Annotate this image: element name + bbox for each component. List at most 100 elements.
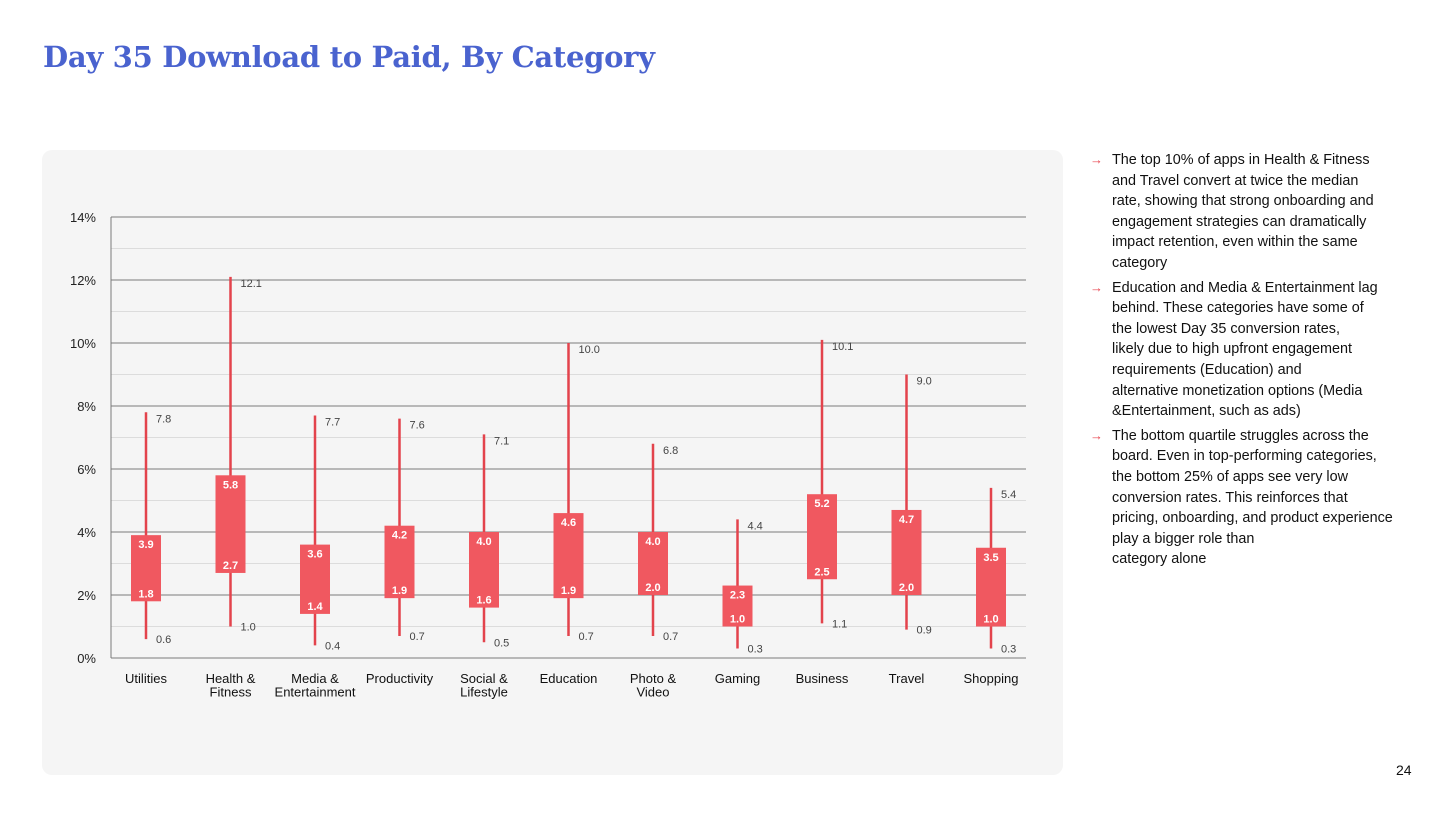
- box-rect: [722, 585, 753, 627]
- x-category-label: Travel: [889, 671, 925, 686]
- min-value-label: 0.4: [325, 640, 340, 652]
- x-category-label: Media &: [291, 671, 339, 686]
- insight-item: → Education and Media & Entertainment lag…: [1090, 278, 1425, 422]
- lower-quartile-label: 1.6: [476, 595, 491, 607]
- insight-text-line: requirements (Education) and: [1112, 361, 1302, 378]
- y-tick-label: 4%: [77, 525, 96, 540]
- lower-quartile-label: 2.7: [223, 560, 238, 572]
- upper-quartile-label: 4.6: [561, 517, 576, 529]
- min-value-label: 0.3: [1001, 644, 1016, 656]
- upper-quartile-label: 3.5: [983, 552, 998, 564]
- lower-quartile-label: 2.5: [814, 566, 829, 578]
- lower-quartile-label: 1.9: [392, 585, 407, 597]
- lower-quartile-label: 1.8: [138, 588, 153, 600]
- insight-item: → The top 10% of apps in Health & Fitness…: [1090, 150, 1425, 274]
- box-rect: [976, 547, 1006, 627]
- insight-text-line: conversion rates. This reinforces that: [1112, 489, 1348, 506]
- insight-text-line: pricing, onboarding, and product experie…: [1112, 510, 1393, 527]
- upper-quartile-label: 3.6: [307, 549, 322, 561]
- lower-quartile-label: 1.0: [983, 614, 998, 626]
- box-plot-chart: 0% 2% 4% 6% 8% 10% 12% 14% 7.8 3.9 1.8 0.6 Utilities…: [70, 210, 1026, 700]
- insight-text-line: and Travel convert at twice the median: [1112, 172, 1359, 189]
- insight-text-line: The bottom quartile struggles across the: [1112, 427, 1369, 444]
- insight-text-line: play a bigger role than: [1112, 530, 1255, 547]
- lower-quartile-label: 1.9: [561, 585, 576, 597]
- max-value-label: 9.0: [917, 376, 932, 388]
- box-rect: [891, 509, 922, 595]
- x-category-label: Business: [796, 671, 849, 686]
- insight-text-line: category alone: [1112, 551, 1207, 568]
- box-rect: [638, 532, 668, 595]
- min-value-label: 0.6: [156, 634, 171, 646]
- min-value-label: 0.7: [410, 631, 425, 643]
- box-rect: [807, 494, 837, 580]
- max-value-label: 10.0: [579, 344, 600, 356]
- insight-text-line: impact retention, even within the same: [1112, 234, 1358, 251]
- x-category-label: Productivity: [366, 671, 434, 686]
- max-value-label: 7.7: [325, 416, 340, 428]
- upper-quartile-label: 5.2: [814, 498, 829, 510]
- y-tick-label: 8%: [77, 399, 96, 414]
- box-rect: [384, 525, 415, 599]
- page-title: Day 35 Download to Paid, By Category: [43, 40, 655, 74]
- x-category-label: Health &: [206, 671, 256, 686]
- arrow-right-icon: →: [1090, 279, 1103, 295]
- y-tick-label: 6%: [77, 462, 96, 477]
- lower-quartile-label: 1.0: [730, 614, 745, 626]
- arrow-right-icon: →: [1090, 427, 1103, 443]
- max-value-label: 5.4: [1001, 489, 1016, 501]
- min-value-label: 0.7: [663, 631, 678, 643]
- max-value-label: 7.1: [494, 435, 509, 447]
- y-tick-label: 14%: [70, 210, 96, 225]
- lower-quartile-label: 2.0: [645, 582, 660, 594]
- insight-text-line: engagement strategies can dramatically: [1112, 213, 1367, 230]
- insight-text-line: alternative monetization options (Media: [1112, 382, 1363, 399]
- insight-text-line: The top 10% of apps in Health & Fitness: [1112, 152, 1370, 168]
- min-value-label: 0.5: [494, 637, 509, 649]
- lower-quartile-label: 1.4: [307, 601, 323, 613]
- box-rect: [131, 535, 161, 602]
- box-rect: [469, 532, 499, 608]
- max-value-label: 7.8: [156, 413, 171, 425]
- page-number: 24: [1396, 762, 1412, 778]
- y-tick-label: 10%: [70, 336, 96, 351]
- insight-text-line: the lowest Day 35 conversion rates,: [1112, 320, 1340, 337]
- upper-quartile-label: 4.2: [392, 530, 407, 542]
- box-rect: [553, 513, 584, 599]
- upper-quartile-label: 4.0: [645, 536, 660, 548]
- min-value-label: 1.1: [832, 618, 847, 630]
- x-category-label: Lifestyle: [460, 685, 508, 700]
- x-category-label: Photo &: [630, 671, 677, 686]
- max-value-label: 4.4: [748, 520, 763, 532]
- insight-text-line: rate, showing that strong onboarding and: [1112, 193, 1374, 210]
- box-rect: [300, 544, 330, 614]
- insight-text-line: Education and Media & Entertainment lag: [1112, 279, 1378, 296]
- max-value-label: 10.1: [832, 341, 853, 353]
- insight-item: → The bottom quartile struggles across th…: [1090, 426, 1425, 570]
- x-category-label: Entertainment: [275, 685, 356, 700]
- y-tick-label: 0%: [77, 651, 96, 666]
- upper-quartile-label: 2.3: [730, 590, 745, 602]
- min-value-label: 0.3: [748, 644, 763, 656]
- min-value-label: 0.9: [917, 625, 932, 637]
- chart-panel: 0% 2% 4% 6% 8% 10% 12% 14% 7.8 3.9 1.8 0.6 Utilities…: [42, 150, 1063, 775]
- insight-text-line: category: [1112, 254, 1168, 271]
- box-rect: [215, 475, 246, 573]
- y-tick-label: 12%: [70, 273, 96, 288]
- max-value-label: 7.6: [410, 420, 425, 432]
- x-category-label: Shopping: [964, 671, 1019, 686]
- insight-text-line: behind. These categories have some of: [1112, 300, 1364, 317]
- lower-quartile-label: 2.0: [899, 582, 914, 594]
- insights-list: → The top 10% of apps in Health & Fitness…: [1090, 150, 1425, 574]
- upper-quartile-label: 4.7: [899, 514, 914, 526]
- arrow-right-icon: →: [1090, 152, 1103, 167]
- x-category-label: Gaming: [715, 671, 761, 686]
- x-category-label: Social &: [460, 671, 508, 686]
- insight-text-line: the bottom 25% of apps see very low: [1112, 468, 1348, 485]
- y-tick-label: 2%: [77, 588, 96, 603]
- x-category-label: Fitness: [210, 685, 252, 700]
- upper-quartile-label: 5.8: [223, 479, 238, 491]
- insight-text-line: likely due to high upfront engagement: [1112, 341, 1353, 358]
- insight-text-line: &Entertainment, such as ads): [1112, 403, 1301, 420]
- max-value-label: 6.8: [663, 445, 678, 457]
